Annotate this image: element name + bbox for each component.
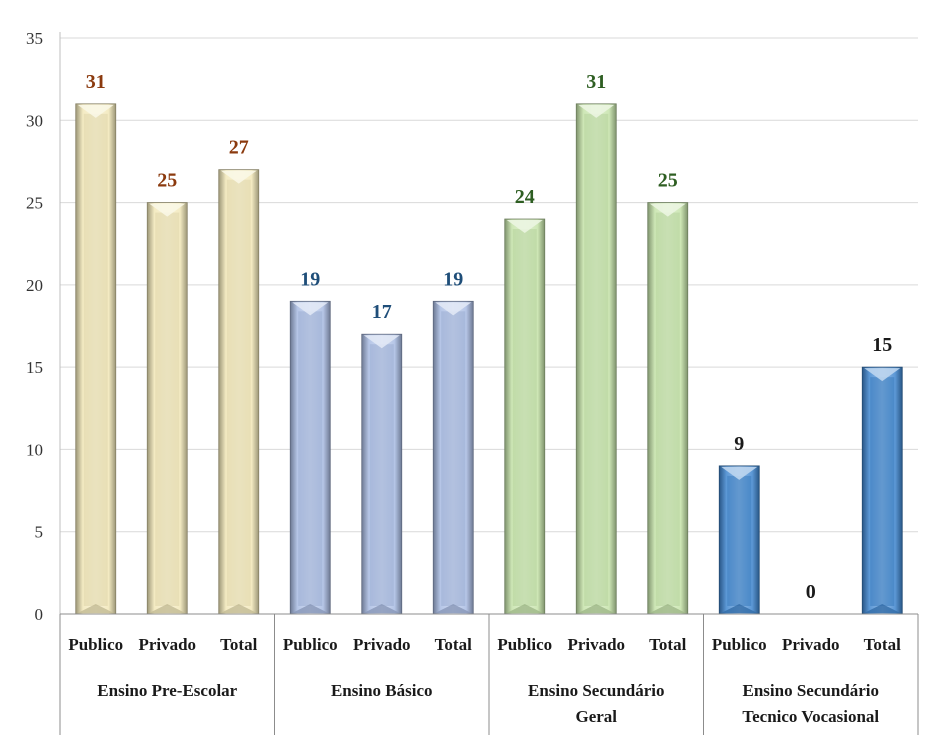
bar-bottom-shade	[578, 604, 615, 613]
category-label: Total	[220, 635, 257, 654]
bar-bottom-shade	[292, 604, 329, 613]
bar-bottom-shade	[149, 604, 186, 613]
bar-bevel	[870, 377, 895, 606]
group-label: Ensino Básico	[331, 681, 433, 700]
bar-bottom-shade	[77, 604, 114, 613]
bar-top-highlight	[721, 466, 758, 480]
bar-bottom-shade	[363, 604, 400, 613]
group-label: Geral	[575, 707, 617, 726]
x-axis: Publico Privado Total Ensino Pre-Escolar Pub…	[59, 32, 919, 735]
bar-bevel	[83, 113, 108, 606]
y-axis-ticks: 0 5 10 15 20 25 30 35	[26, 29, 43, 624]
data-label: 19	[443, 268, 463, 290]
y-tick-label: 10	[26, 440, 43, 459]
bar-top-highlight	[77, 104, 114, 118]
bar-top-highlight	[220, 170, 257, 184]
y-tick-label: 30	[26, 111, 43, 130]
category-label: Total	[649, 635, 686, 654]
bar-bevel	[441, 311, 466, 606]
category-label: Privado	[353, 635, 411, 654]
data-label: 25	[658, 170, 678, 192]
bar-top-highlight	[292, 302, 329, 316]
y-tick-label: 0	[35, 605, 44, 624]
bar-bottom-shade	[435, 604, 472, 613]
y-tick-label: 35	[26, 29, 43, 48]
data-label: 0	[806, 581, 816, 603]
y-tick-label: 20	[26, 276, 43, 295]
bar-bevel	[584, 113, 609, 606]
bar-top-highlight	[578, 104, 615, 118]
y-tick-label: 15	[26, 358, 43, 377]
bar-top-highlight	[649, 203, 686, 217]
group-label: Ensino Secundário	[528, 681, 665, 700]
data-label: 9	[734, 433, 744, 455]
bar-bevel	[155, 212, 180, 607]
category-label: Publico	[68, 635, 123, 654]
bar-top-highlight	[435, 302, 472, 316]
bar-top-highlight	[506, 220, 543, 234]
bar-bottom-shade	[864, 604, 901, 613]
y-tick-label: 25	[26, 194, 43, 213]
bar-bottom-shade	[506, 604, 543, 613]
bar-bottom-shade	[649, 604, 686, 613]
bar-bottom-shade	[721, 604, 758, 613]
data-label: 15	[872, 334, 892, 356]
bar-top-highlight	[149, 203, 186, 217]
data-label: 19	[300, 268, 320, 290]
group-label: Ensino Secundário	[742, 681, 879, 700]
data-label: 25	[157, 170, 177, 192]
category-label: Privado	[782, 635, 840, 654]
data-label: 27	[229, 137, 249, 159]
category-label: Total	[864, 635, 901, 654]
bar-bevel	[512, 229, 537, 606]
y-tick-label: 5	[35, 523, 44, 542]
category-label: Privado	[567, 635, 625, 654]
bars	[75, 103, 903, 615]
bar-top-highlight	[363, 335, 400, 349]
data-label: 24	[515, 186, 535, 208]
bar-bevel	[727, 475, 752, 606]
bar-bevel	[655, 212, 680, 607]
data-label: 31	[586, 71, 606, 93]
group-label: Ensino Pre-Escolar	[97, 681, 237, 700]
category-label: Publico	[283, 635, 338, 654]
category-label: Publico	[497, 635, 552, 654]
gridlines	[60, 37, 918, 615]
data-label: 31	[86, 71, 106, 93]
data-labels: 31 25 27 19 17 19 24 31 25 9 0 15	[86, 71, 893, 603]
group-label: Tecnico Vocasional	[742, 707, 879, 726]
bar-bevel	[298, 311, 323, 606]
bar-bevel	[226, 179, 251, 606]
category-label: Privado	[138, 635, 196, 654]
bar-bottom-shade	[220, 604, 257, 613]
category-label: Total	[435, 635, 472, 654]
category-label: Publico	[712, 635, 767, 654]
bar-bevel	[369, 344, 394, 606]
data-label: 17	[372, 301, 392, 323]
bar-top-highlight	[864, 368, 901, 382]
